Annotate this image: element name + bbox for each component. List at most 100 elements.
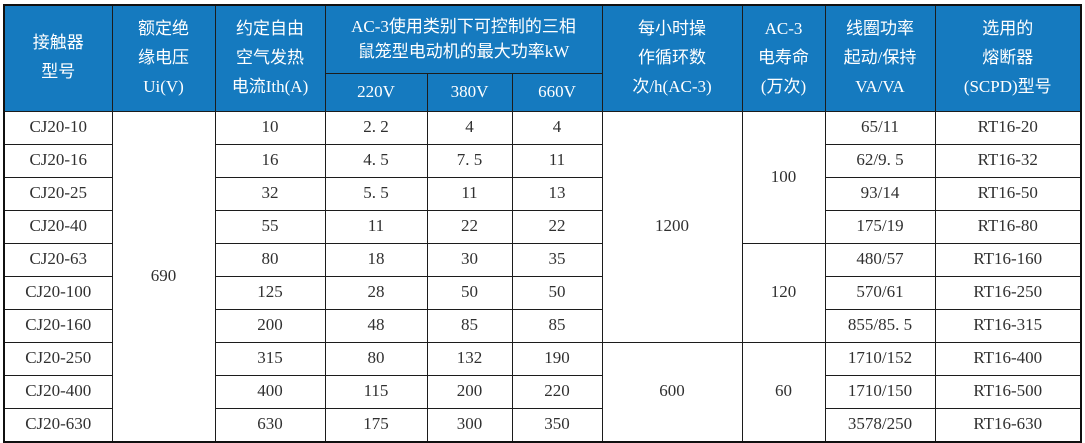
cell-coil-power: 480/57: [824, 242, 936, 277]
cell-ith: 80: [214, 242, 326, 277]
cell-power-660v: 220: [511, 374, 603, 409]
header-ac3-life: AC-3 电寿命 (万次): [741, 4, 826, 112]
table-row: CJ20-100 125 28 50 50 570/61 RT16-250: [3, 275, 1082, 310]
cell-ith: 55: [214, 209, 326, 244]
cell-ith: 400: [214, 374, 326, 409]
cell-power-220v: 175: [324, 407, 428, 442]
table-row: CJ20-16 16 4. 5 7. 5 11 62/9. 5 RT16-32: [3, 143, 1082, 178]
cell-model: CJ20-630: [3, 407, 113, 442]
cell-power-380v: 85: [426, 308, 513, 343]
cell-power-660v: 50: [511, 275, 603, 310]
cell-coil-power: 3578/250: [824, 407, 936, 442]
cell-power-380v: 132: [426, 341, 513, 376]
table-body: CJ20-10 690 10 2. 2 4 4 1200 100 65/11 RT16-20 CJ2…: [3, 110, 1082, 442]
cell-cycles-per-hour: 1200: [601, 110, 743, 343]
cell-power-380v: 7. 5: [426, 143, 513, 178]
cell-ac3-life: 120: [741, 242, 826, 343]
cell-coil-power: 93/14: [824, 176, 936, 211]
cell-power-660v: 85: [511, 308, 603, 343]
cell-power-380v: 30: [426, 242, 513, 277]
cell-model: CJ20-16: [3, 143, 113, 178]
cell-coil-power: 1710/152: [824, 341, 936, 376]
cell-model: CJ20-25: [3, 176, 113, 211]
cell-ith: 630: [214, 407, 326, 442]
cell-fuse: RT16-250: [934, 275, 1082, 310]
cell-model: CJ20-400: [3, 374, 113, 409]
cell-power-380v: 22: [426, 209, 513, 244]
cell-power-660v: 13: [511, 176, 603, 211]
cell-power-660v: 35: [511, 242, 603, 277]
header-cycles-per-hour: 每小时操 作循环数 次/h(AC-3): [601, 4, 743, 112]
cell-coil-power: 570/61: [824, 275, 936, 310]
header-contactor-model: 接触器 型号: [3, 4, 113, 112]
cell-power-220v: 48: [324, 308, 428, 343]
cell-fuse: RT16-630: [934, 407, 1082, 442]
table-row: CJ20-250 315 80 132 190 600 60 1710/152 RT16-400: [3, 341, 1082, 442]
cell-power-380v: 300: [426, 407, 513, 442]
cell-coil-power: 1710/150: [824, 374, 936, 409]
cell-model: CJ20-100: [3, 275, 113, 310]
cell-cycles-per-hour: 600: [601, 341, 743, 442]
cell-power-660v: 11: [511, 143, 603, 178]
cell-power-660v: 190: [511, 341, 603, 376]
cell-power-380v: 200: [426, 374, 513, 409]
cell-ith: 16: [214, 143, 326, 178]
cell-power-380v: 11: [426, 176, 513, 211]
table-row: CJ20-10 690 10 2. 2 4 4 1200 100 65/11 RT16-20: [3, 110, 1082, 442]
cell-power-220v: 11: [324, 209, 428, 244]
cell-ith: 32: [214, 176, 326, 211]
table-header: 接触器 型号 额定绝 缘电压 Ui(V) 约定自由 空气发热 电流Ith(A) …: [3, 4, 1082, 112]
cell-fuse: RT16-50: [934, 176, 1082, 211]
table-row: CJ20-25 32 5. 5 11 13 93/14 RT16-50: [3, 176, 1082, 211]
cell-power-220v: 115: [324, 374, 428, 409]
cell-fuse: RT16-500: [934, 374, 1082, 409]
cell-ui-voltage: 690: [111, 110, 216, 442]
table-row: CJ20-40 55 11 22 22 175/19 RT16-80: [3, 209, 1082, 244]
header-220v: 220V: [324, 72, 428, 112]
cell-model: CJ20-10: [3, 110, 113, 145]
cell-power-220v: 28: [324, 275, 428, 310]
cell-coil-power: 62/9. 5: [824, 143, 936, 178]
cell-fuse: RT16-80: [934, 209, 1082, 244]
cell-power-220v: 5. 5: [324, 176, 428, 211]
cell-power-220v: 4. 5: [324, 143, 428, 178]
cell-fuse: RT16-160: [934, 242, 1082, 277]
cell-power-220v: 2. 2: [324, 110, 428, 145]
cell-coil-power: 175/19: [824, 209, 936, 244]
header-ac3-power-group: AC-3使用类别下可控制的三相 鼠笼型电动机的最大功率kW: [324, 4, 603, 74]
header-thermal-current: 约定自由 空气发热 电流Ith(A): [214, 4, 326, 112]
cell-power-660v: 350: [511, 407, 603, 442]
cell-power-660v: 4: [511, 110, 603, 145]
cell-fuse: RT16-32: [934, 143, 1082, 178]
cell-fuse: RT16-400: [934, 341, 1082, 376]
cell-fuse: RT16-20: [934, 110, 1082, 145]
header-380v: 380V: [426, 72, 513, 112]
cell-fuse: RT16-315: [934, 308, 1082, 343]
header-660v: 660V: [511, 72, 603, 112]
cell-coil-power: 65/11: [824, 110, 936, 145]
cell-model: CJ20-160: [3, 308, 113, 343]
cell-power-220v: 18: [324, 242, 428, 277]
cell-ith: 10: [214, 110, 326, 145]
cell-ith: 315: [214, 341, 326, 376]
cell-model: CJ20-40: [3, 209, 113, 244]
cell-ith: 125: [214, 275, 326, 310]
cell-power-660v: 22: [511, 209, 603, 244]
cell-ac3-life: 100: [741, 110, 826, 244]
cell-model: CJ20-63: [3, 242, 113, 277]
cell-power-380v: 4: [426, 110, 513, 145]
header-coil-power: 线圈功率 起动/保持 VA/VA: [824, 4, 936, 112]
cell-power-380v: 50: [426, 275, 513, 310]
header-rated-insulation-voltage: 额定绝 缘电压 Ui(V): [111, 4, 216, 112]
contactor-spec-table: 接触器 型号 额定绝 缘电压 Ui(V) 约定自由 空气发热 电流Ith(A) …: [3, 4, 1082, 443]
cell-model: CJ20-250: [3, 341, 113, 376]
header-fuse-type: 选用的 熔断器 (SCPD)型号: [934, 4, 1082, 112]
table-row: CJ20-63 80 18 30 35 120 480/57 RT16-160: [3, 242, 1082, 343]
cell-power-220v: 80: [324, 341, 428, 376]
cell-ith: 200: [214, 308, 326, 343]
cell-coil-power: 855/85. 5: [824, 308, 936, 343]
cell-ac3-life: 60: [741, 341, 826, 442]
table-row: CJ20-400 400 115 200 220 1710/150 RT16-500: [3, 374, 1082, 409]
table-row: CJ20-630 630 175 300 350 3578/250 RT16-630: [3, 407, 1082, 442]
